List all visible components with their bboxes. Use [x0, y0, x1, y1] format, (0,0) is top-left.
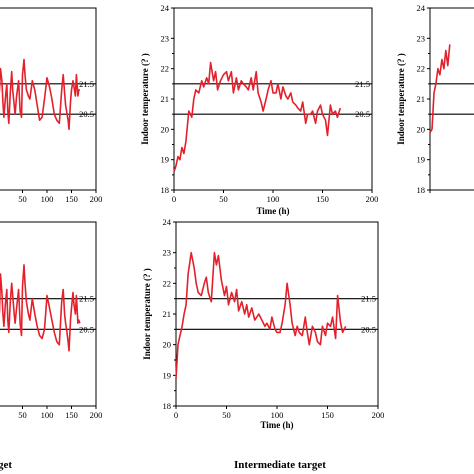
y-tick-label: 22 [161, 64, 170, 74]
reference-line-label: 20.5 [355, 109, 370, 119]
x-axis-label: Time (h) [256, 206, 289, 216]
chart-bottom-center: 21.5 20.5 18 19 20 21 22 23 24 0 50 100 150 200 Time (… [142, 217, 384, 430]
x-tick-label: 100 [41, 194, 54, 204]
x-tick-label: 50 [219, 194, 228, 204]
x-tick-label: 50 [18, 194, 27, 204]
x-tick-label: 150 [316, 194, 329, 204]
y-tick-label: 21 [163, 309, 172, 319]
reference-line-label: 21.5 [361, 294, 376, 304]
y-tick-label: 18 [417, 185, 426, 195]
y-tick-label: 23 [417, 33, 426, 43]
y-tick-label: 18 [163, 401, 172, 411]
reference-line-label: 21.5 [79, 294, 94, 304]
y-tick-label: 20 [417, 124, 426, 134]
x-axis-label: Time (h) [260, 420, 293, 430]
temperature-series-line [0, 58, 80, 131]
x-tick-label: 0 [172, 194, 176, 204]
y-tick-label: 22 [163, 278, 172, 288]
x-tick-label: 0 [174, 410, 178, 420]
y-tick-label: 20 [163, 340, 172, 350]
x-tick-label: 200 [90, 194, 103, 204]
temperature-series-line [173, 61, 342, 173]
temperature-series-line [429, 44, 451, 133]
temperature-series-line [175, 251, 347, 379]
y-tick-label: 19 [417, 155, 426, 165]
y-axis-label: Indoor temperature (? ) [396, 53, 406, 144]
plot-frame [173, 7, 373, 191]
x-tick-label: 100 [271, 410, 284, 420]
y-tick-label: 24 [161, 3, 170, 13]
y-tick-label: 23 [163, 248, 172, 258]
x-tick-label: 200 [90, 410, 103, 420]
chart-top-left: 21.520.5050100150200 [0, 7, 103, 204]
x-tick-label: 100 [267, 194, 280, 204]
x-tick-label: 100 [41, 410, 54, 420]
y-tick-label: 19 [161, 155, 170, 165]
plot-frame [175, 221, 379, 407]
x-tick-label: 50 [222, 410, 231, 420]
y-tick-label: 21 [417, 94, 426, 104]
x-tick-label: 200 [372, 410, 385, 420]
y-tick-label: 19 [163, 370, 172, 380]
y-tick-label: 20 [161, 124, 170, 134]
y-tick-label: 24 [417, 3, 426, 13]
reference-line-label: 21.5 [355, 79, 370, 89]
y-tick-label: 24 [163, 217, 172, 227]
reference-line-label: 21.5 [79, 79, 94, 89]
x-tick-label: 150 [65, 194, 78, 204]
y-tick-label: 21 [161, 94, 170, 104]
chart-top-right: 18 19 20 21 22 23 24 Indoor temperature (? ) [396, 3, 474, 195]
y-tick-label: 18 [161, 185, 170, 195]
y-axis-label: Indoor temperature (? ) [142, 268, 152, 359]
caption-left: get [0, 459, 12, 471]
reference-line-label: 20.5 [361, 324, 376, 334]
x-tick-label: 50 [18, 410, 27, 420]
caption-intermediate-target: Intermediate target [234, 459, 326, 471]
chart-top-center: 21.5 20.5 18 19 20 21 22 23 24 0 50 100 150 200 Time (… [140, 3, 378, 216]
x-tick-label: 200 [366, 194, 379, 204]
y-axis-label: Indoor temperature (? ) [140, 53, 150, 144]
y-tick-label: 23 [161, 33, 170, 43]
chart-bottom-left: 21.520.5050100150200 [0, 221, 103, 420]
y-tick-label: 22 [417, 64, 426, 74]
reference-line-label: 20.5 [79, 324, 94, 334]
temperature-series-line [0, 264, 81, 352]
x-tick-label: 150 [65, 410, 78, 420]
x-tick-label: 150 [321, 410, 334, 420]
reference-line-label: 20.5 [79, 109, 94, 119]
plot-frame [429, 7, 474, 191]
